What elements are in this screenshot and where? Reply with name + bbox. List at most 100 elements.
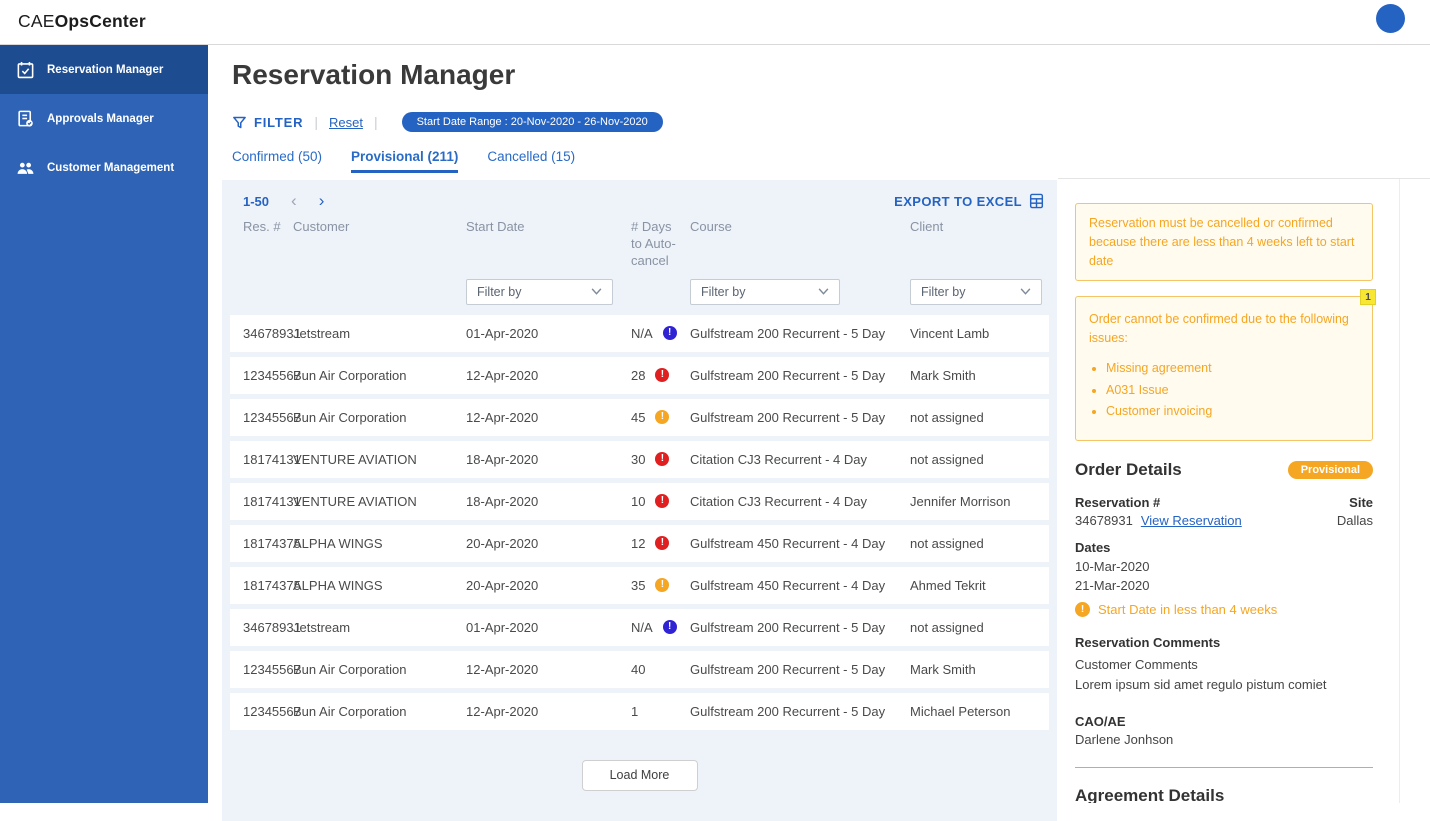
cell-start-date: 01-Apr-2020: [466, 326, 631, 341]
days-value: N/A: [631, 620, 653, 635]
pagination-prev-icon[interactable]: ‹: [291, 194, 297, 208]
reservations-table: 1-50 ‹ › EXPORT TO EXCEL Res. # Customer…: [222, 180, 1057, 821]
days-value: 1: [631, 704, 638, 719]
cell-res-number: 12345567: [243, 704, 293, 719]
client-filter-dropdown[interactable]: Filter by: [910, 279, 1042, 305]
days-value: N/A: [631, 326, 653, 341]
col-start-date: Start Date: [466, 219, 631, 236]
sidebar-item-customer-management[interactable]: Customer Management: [0, 143, 208, 192]
cell-customer: Bun Air Corporation: [293, 410, 466, 425]
cell-customer: Bun Air Corporation: [293, 704, 466, 719]
issue-count-badge: 1: [1360, 289, 1376, 305]
tab-confirmed[interactable]: Confirmed (50): [232, 149, 322, 173]
view-reservation-link[interactable]: View Reservation: [1141, 513, 1242, 528]
cell-start-date: 12-Apr-2020: [466, 410, 631, 425]
user-avatar[interactable]: [1376, 4, 1405, 33]
separator: |: [314, 114, 318, 130]
course-filter-dropdown[interactable]: Filter by: [690, 279, 840, 305]
table-row[interactable]: 34678931 Jetstream 01-Apr-2020 N/A Gulfs…: [230, 315, 1049, 352]
autocancel-status-icon: [655, 410, 669, 424]
autocancel-status-icon: [655, 368, 669, 382]
sidebar-item-label: Reservation Manager: [47, 64, 163, 76]
cell-course: Gulfstream 450 Recurrent - 4 Day: [690, 536, 910, 551]
tab-bar: Confirmed (50) Provisional (211) Cancell…: [232, 149, 1430, 173]
reset-link[interactable]: Reset: [329, 115, 363, 130]
sidebar-item-reservation-manager[interactable]: Reservation Manager: [0, 45, 208, 94]
comments-line: Customer Comments: [1075, 655, 1373, 675]
load-more-button[interactable]: Load More: [582, 760, 698, 791]
cell-res-number: 18174375: [243, 536, 293, 551]
filter-button[interactable]: FILTER: [232, 115, 303, 130]
table-row[interactable]: 18174375 ALPHA WINGS 20-Apr-2020 35 Gulf…: [230, 567, 1049, 604]
table-row[interactable]: 12345567 Bun Air Corporation 12-Apr-2020…: [230, 357, 1049, 394]
issue-item: Missing agreement: [1106, 359, 1359, 378]
cell-customer: Bun Air Corporation: [293, 662, 466, 677]
table-toolbar: 1-50 ‹ › EXPORT TO EXCEL: [230, 188, 1049, 213]
cell-course: Citation CJ3 Recurrent - 4 Day: [690, 452, 910, 467]
cell-days-to-autocancel: 45: [631, 410, 690, 425]
export-to-excel-button[interactable]: EXPORT TO EXCEL: [894, 193, 1044, 209]
cell-start-date: 01-Apr-2020: [466, 620, 631, 635]
reservation-alert: Reservation must be cancelled or confirm…: [1075, 203, 1373, 281]
table-row[interactable]: 18174375 ALPHA WINGS 20-Apr-2020 12 Gulf…: [230, 525, 1049, 562]
filter-placeholder: Filter by: [701, 285, 745, 299]
tab-cancelled[interactable]: Cancelled (15): [487, 149, 575, 173]
cell-customer: VENTURE AVIATION: [293, 452, 466, 467]
order-details-title: Order Details: [1075, 460, 1182, 480]
cell-course: Citation CJ3 Recurrent - 4 Day: [690, 494, 910, 509]
document-check-icon: [16, 109, 35, 128]
autocancel-status-icon: [655, 452, 669, 466]
date-range-chip[interactable]: Start Date Range : 20-Nov-2020 - 26-Nov-…: [402, 112, 663, 132]
cell-start-date: 12-Apr-2020: [466, 662, 631, 677]
cell-days-to-autocancel: N/A: [631, 620, 690, 635]
logo-bold: OpsCenter: [55, 11, 146, 31]
filter-label: FILTER: [254, 115, 303, 130]
cell-start-date: 12-Apr-2020: [466, 704, 631, 719]
chevron-down-icon: [1020, 288, 1031, 295]
cell-customer: Bun Air Corporation: [293, 368, 466, 383]
comments-label: Reservation Comments: [1075, 633, 1373, 653]
reservation-number-label: Reservation #: [1075, 495, 1242, 510]
tab-provisional[interactable]: Provisional (211): [351, 149, 458, 173]
chevron-down-icon: [818, 288, 829, 295]
days-value: 35: [631, 578, 645, 593]
separator: |: [374, 114, 378, 130]
table-row[interactable]: 12345567 Bun Air Corporation 12-Apr-2020…: [230, 693, 1049, 730]
cell-client: Mark Smith: [910, 368, 1049, 383]
table-row[interactable]: 18174131 VENTURE AVIATION 18-Apr-2020 10…: [230, 483, 1049, 520]
col-course: Course: [690, 219, 910, 236]
funnel-icon: [232, 115, 247, 130]
comments-line: Lorem ipsum sid amet regulo pistum comie…: [1075, 675, 1373, 695]
page-title: Reservation Manager: [232, 59, 1430, 91]
chevron-down-icon: [591, 288, 602, 295]
cell-client: Michael Peterson: [910, 704, 1049, 719]
table-row[interactable]: 34678931 Jetstream 01-Apr-2020 N/A Gulfs…: [230, 609, 1049, 646]
filter-placeholder: Filter by: [921, 285, 965, 299]
sidebar-item-approvals-manager[interactable]: Approvals Manager: [0, 94, 208, 143]
table-filter-row: Filter by Filter by Filter by: [230, 279, 1049, 305]
main-content: Reservation Manager FILTER | Reset | Sta…: [208, 45, 1430, 803]
filter-placeholder: Filter by: [477, 285, 521, 299]
cao-value: Darlene Jonhson: [1075, 732, 1373, 747]
table-row[interactable]: 12345567 Bun Air Corporation 12-Apr-2020…: [230, 651, 1049, 688]
cell-res-number: 18174131: [243, 494, 293, 509]
col-client: Client: [910, 219, 1049, 236]
table-row[interactable]: 12345567 Bun Air Corporation 12-Apr-2020…: [230, 399, 1049, 436]
pagination-range: 1-50: [243, 194, 269, 209]
start-date-filter-dropdown[interactable]: Filter by: [466, 279, 613, 305]
cell-res-number: 12345567: [243, 368, 293, 383]
cell-days-to-autocancel: N/A: [631, 326, 690, 341]
cell-days-to-autocancel: 35: [631, 578, 690, 593]
cell-res-number: 34678931: [243, 620, 293, 635]
cell-course: Gulfstream 200 Recurrent - 5 Day: [690, 620, 910, 635]
logo-prefix: CAE: [18, 11, 55, 31]
cell-client: Jennifer Morrison: [910, 494, 1049, 509]
date-warning-text: Start Date in less than 4 weeks: [1098, 602, 1277, 617]
cell-customer: Jetstream: [293, 326, 466, 341]
autocancel-status-icon: [655, 536, 669, 550]
app-header: CAEOpsCenter: [0, 0, 1430, 45]
table-row[interactable]: 18174131 VENTURE AVIATION 18-Apr-2020 30…: [230, 441, 1049, 478]
pagination-next-icon[interactable]: ›: [319, 194, 325, 208]
cell-client: Ahmed Tekrit: [910, 578, 1049, 593]
days-value: 45: [631, 410, 645, 425]
